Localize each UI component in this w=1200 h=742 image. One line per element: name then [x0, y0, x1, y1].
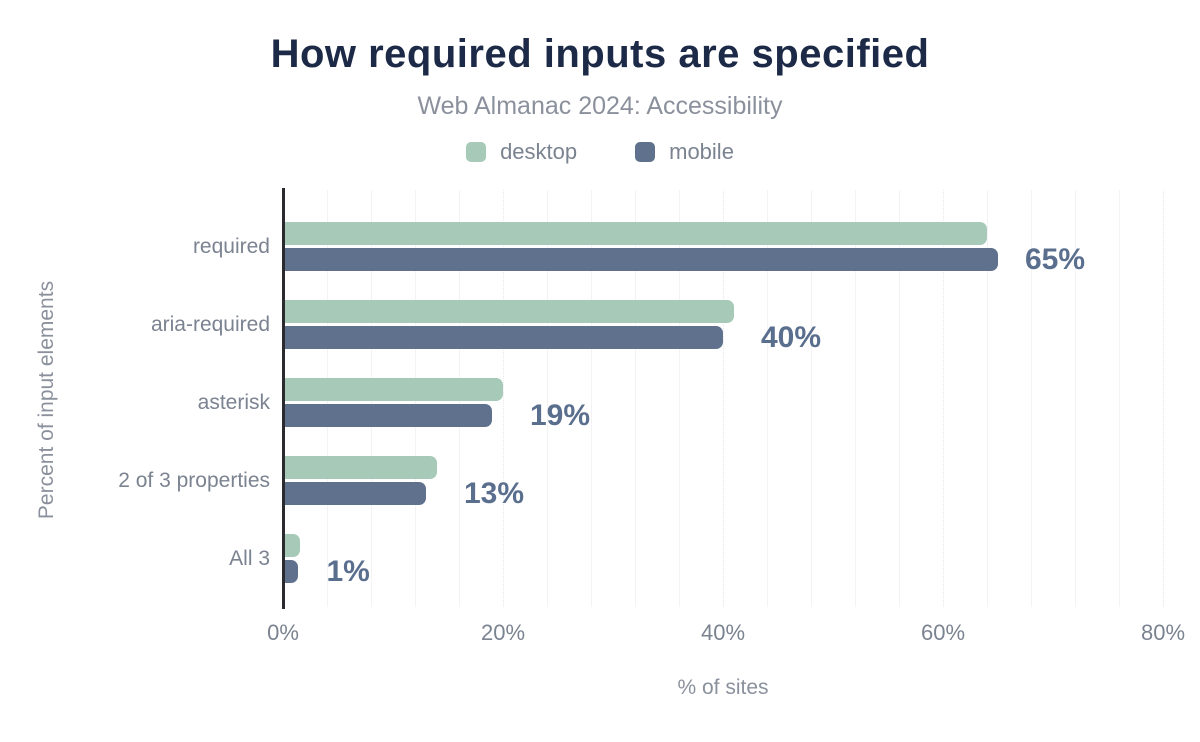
gridline: [679, 190, 680, 607]
gridline: [591, 190, 592, 607]
chart-subtitle: Web Almanac 2024: Accessibility: [417, 92, 783, 120]
y-axis-line: [282, 188, 285, 609]
bar-mobile: [283, 326, 723, 349]
legend-label: desktop: [500, 139, 578, 164]
value-label: 13%: [464, 476, 525, 510]
category-label: All 3: [229, 546, 270, 570]
gridline: [943, 190, 944, 607]
bar-desktop: [283, 300, 734, 323]
x-axis-title: % of sites: [677, 676, 769, 699]
gridline: [899, 190, 900, 607]
gridline: [811, 190, 812, 607]
desktop-legend-swatch: [466, 142, 487, 162]
legend-label: mobile: [669, 139, 734, 164]
gridline: [503, 190, 504, 607]
value-label: 19%: [530, 398, 591, 432]
category-label: aria-required: [150, 312, 270, 336]
gridline: [1075, 190, 1076, 607]
legend-item: mobile: [635, 139, 734, 165]
plot-area: [283, 190, 1185, 607]
gridline: [723, 190, 724, 607]
x-tick-label: 20%: [480, 620, 526, 645]
value-label: 65%: [1025, 242, 1086, 276]
gridline: [1031, 190, 1032, 607]
bar-mobile: [283, 404, 492, 427]
gridline: [547, 190, 548, 607]
value-label: 40%: [761, 320, 822, 354]
bar-desktop: [283, 456, 437, 479]
mobile-legend-swatch: [635, 142, 656, 162]
gridline: [987, 190, 988, 607]
category-label: required: [192, 234, 270, 258]
x-tick-label: 80%: [1140, 620, 1186, 645]
bar-desktop: [283, 222, 987, 245]
gridline: [767, 190, 768, 607]
bar-desktop: [283, 534, 300, 557]
x-tick-label: 40%: [700, 620, 746, 645]
x-tick-label: 0%: [267, 620, 299, 645]
bar-mobile: [283, 248, 998, 271]
gridline: [855, 190, 856, 607]
x-tick-label: 60%: [920, 620, 966, 645]
gridline: [1163, 190, 1164, 607]
category-label: 2 of 3 properties: [118, 468, 270, 492]
bar-desktop: [283, 378, 503, 401]
chart-title: How required inputs are specified: [270, 32, 930, 76]
legend: desktop mobile: [0, 139, 1200, 165]
bar-mobile: [283, 560, 299, 583]
value-label: 1%: [326, 554, 370, 588]
bar-mobile: [283, 482, 426, 505]
gridline: [635, 190, 636, 607]
legend-item: desktop: [466, 139, 577, 165]
category-label: asterisk: [197, 390, 270, 414]
gridline: [1119, 190, 1120, 607]
